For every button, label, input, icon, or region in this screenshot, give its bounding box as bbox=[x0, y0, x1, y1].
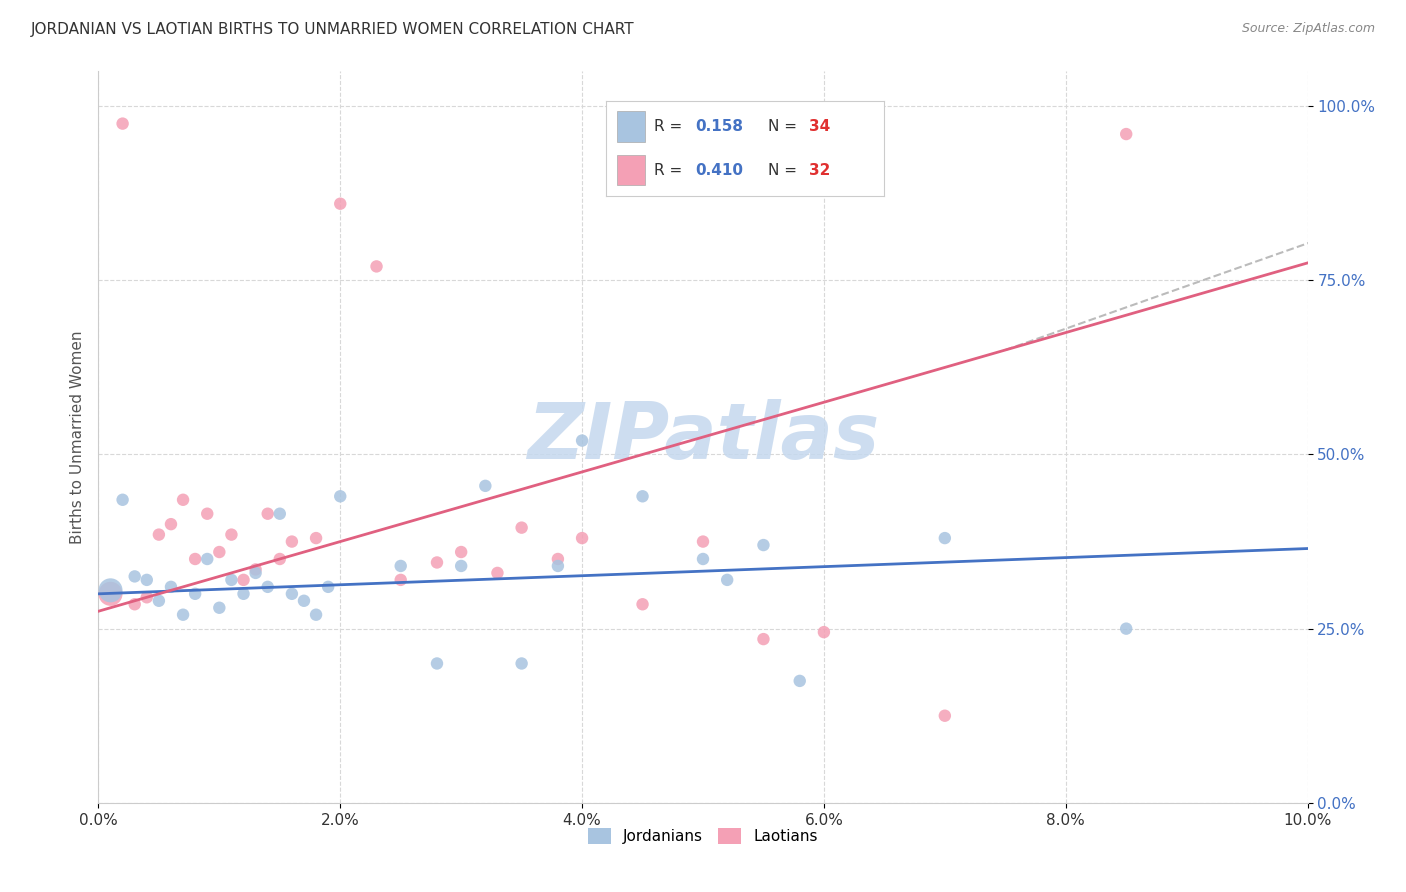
Point bbox=[1115, 622, 1137, 636]
Point bbox=[195, 552, 218, 566]
Point bbox=[281, 534, 304, 549]
Point bbox=[172, 607, 194, 622]
Point bbox=[450, 558, 472, 573]
Point bbox=[100, 583, 122, 598]
Point bbox=[389, 573, 412, 587]
Point bbox=[221, 573, 243, 587]
Point bbox=[124, 569, 146, 583]
Point bbox=[934, 708, 956, 723]
Point bbox=[111, 117, 134, 131]
Text: Source: ZipAtlas.com: Source: ZipAtlas.com bbox=[1241, 22, 1375, 36]
Point bbox=[547, 552, 569, 566]
Point bbox=[195, 507, 218, 521]
Point bbox=[232, 573, 254, 587]
Point bbox=[160, 580, 183, 594]
Point bbox=[305, 607, 328, 622]
Text: ZIPatlas: ZIPatlas bbox=[527, 399, 879, 475]
Point bbox=[571, 531, 593, 545]
Point bbox=[208, 545, 231, 559]
Point bbox=[692, 552, 714, 566]
Point bbox=[208, 600, 231, 615]
Point bbox=[135, 591, 157, 605]
Point bbox=[1115, 127, 1137, 141]
Point bbox=[184, 587, 207, 601]
Point bbox=[789, 673, 811, 688]
Point bbox=[510, 657, 533, 671]
Point bbox=[232, 587, 254, 601]
Point bbox=[245, 562, 267, 576]
Point bbox=[752, 632, 775, 646]
Point bbox=[111, 492, 134, 507]
Point bbox=[450, 545, 472, 559]
Point bbox=[172, 492, 194, 507]
Point bbox=[329, 489, 352, 503]
Point bbox=[256, 580, 278, 594]
Point bbox=[547, 558, 569, 573]
Point bbox=[124, 597, 146, 611]
Point bbox=[292, 594, 315, 608]
Point bbox=[135, 573, 157, 587]
Point bbox=[474, 479, 496, 493]
Point bbox=[148, 594, 170, 608]
Point bbox=[716, 573, 738, 587]
Point bbox=[389, 558, 412, 573]
Point bbox=[510, 521, 533, 535]
Point bbox=[813, 625, 835, 640]
Point bbox=[148, 527, 170, 541]
Point bbox=[631, 597, 654, 611]
Point bbox=[426, 657, 449, 671]
Text: JORDANIAN VS LAOTIAN BIRTHS TO UNMARRIED WOMEN CORRELATION CHART: JORDANIAN VS LAOTIAN BIRTHS TO UNMARRIED… bbox=[31, 22, 634, 37]
Point bbox=[486, 566, 509, 580]
Point bbox=[305, 531, 328, 545]
Point bbox=[160, 517, 183, 532]
Point bbox=[256, 507, 278, 521]
Point bbox=[426, 556, 449, 570]
Point bbox=[571, 434, 593, 448]
Point bbox=[934, 531, 956, 545]
Point bbox=[752, 538, 775, 552]
Point bbox=[269, 507, 291, 521]
Point bbox=[245, 566, 267, 580]
Point bbox=[221, 527, 243, 541]
Point bbox=[184, 552, 207, 566]
Point bbox=[631, 489, 654, 503]
Legend: Jordanians, Laotians: Jordanians, Laotians bbox=[582, 822, 824, 850]
Point bbox=[269, 552, 291, 566]
Point bbox=[366, 260, 388, 274]
Point bbox=[316, 580, 339, 594]
Point bbox=[329, 196, 352, 211]
Point bbox=[281, 587, 304, 601]
Y-axis label: Births to Unmarried Women: Births to Unmarried Women bbox=[69, 330, 84, 544]
Point bbox=[100, 587, 122, 601]
Point bbox=[692, 534, 714, 549]
